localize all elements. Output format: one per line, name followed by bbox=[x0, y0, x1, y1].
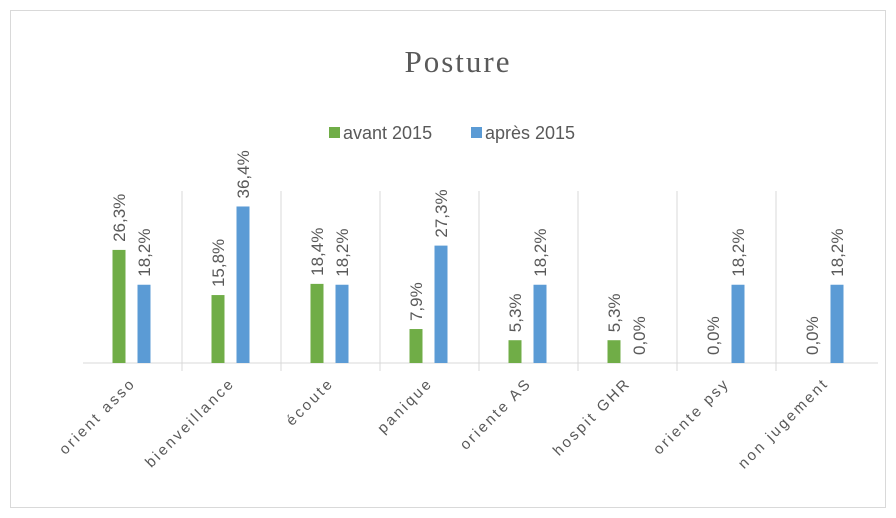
bar bbox=[211, 295, 225, 363]
bar bbox=[137, 284, 151, 363]
data-label: 18,2% bbox=[333, 229, 352, 277]
legend-label: avant 2015 bbox=[343, 123, 432, 143]
legend-label: après 2015 bbox=[485, 123, 575, 143]
bar bbox=[731, 284, 745, 363]
data-label: 0,0% bbox=[630, 316, 649, 355]
data-label: 26,3% bbox=[110, 194, 129, 242]
data-label: 0,0% bbox=[803, 316, 822, 355]
bar bbox=[112, 249, 126, 363]
data-label: 18,4% bbox=[308, 228, 327, 276]
bar bbox=[409, 329, 423, 363]
legend-swatch bbox=[471, 127, 482, 138]
data-label: 18,2% bbox=[729, 229, 748, 277]
data-label: 5,3% bbox=[506, 293, 525, 332]
data-label: 18,2% bbox=[828, 229, 847, 277]
legend-swatch bbox=[329, 127, 340, 138]
bar bbox=[434, 245, 448, 363]
data-label: 27,3% bbox=[432, 189, 451, 237]
data-label: 7,9% bbox=[407, 282, 426, 321]
bar bbox=[335, 284, 349, 363]
bar bbox=[508, 340, 522, 363]
data-label: 5,3% bbox=[605, 293, 624, 332]
data-label: 18,2% bbox=[531, 229, 550, 277]
data-label: 15,8% bbox=[209, 239, 228, 287]
chart-border bbox=[10, 10, 886, 508]
bar bbox=[310, 283, 324, 363]
chart-title: Posture bbox=[405, 44, 512, 79]
bar bbox=[533, 284, 547, 363]
data-label: 36,4% bbox=[234, 150, 253, 198]
bar bbox=[830, 284, 844, 363]
bar bbox=[607, 340, 621, 363]
bar bbox=[236, 206, 250, 363]
data-label: 0,0% bbox=[704, 316, 723, 355]
data-label: 18,2% bbox=[135, 229, 154, 277]
